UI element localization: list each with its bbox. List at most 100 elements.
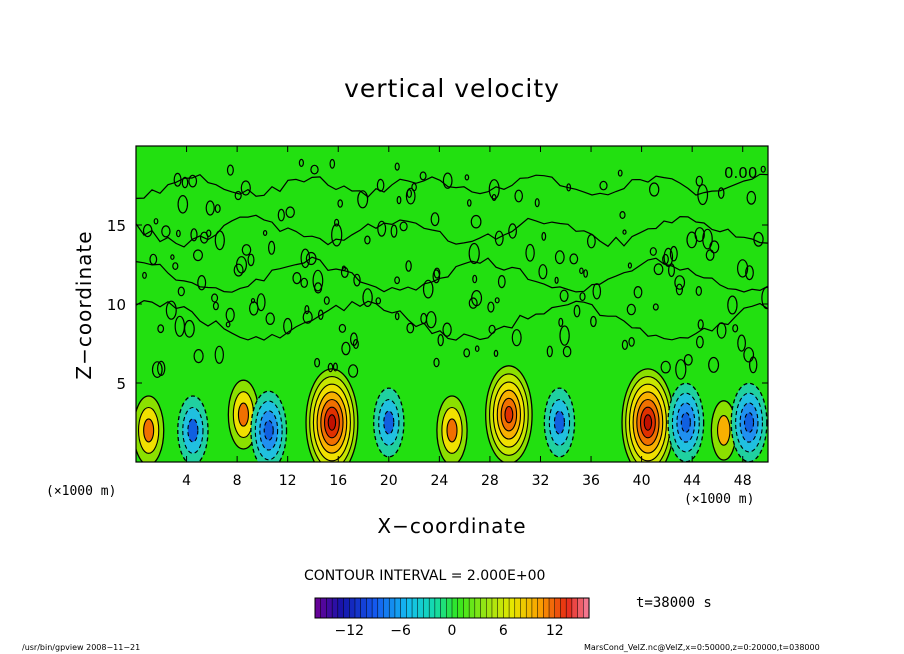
x-tick-label: 4 bbox=[182, 473, 191, 489]
colorbar-swatch bbox=[417, 597, 425, 619]
contour-level bbox=[504, 405, 514, 424]
colorbar-swatch bbox=[565, 597, 573, 619]
small-contour bbox=[225, 321, 231, 328]
small-contour bbox=[491, 194, 497, 202]
colorbar-swatch bbox=[320, 597, 327, 619]
small-contour bbox=[627, 262, 633, 269]
small-contour bbox=[350, 332, 358, 346]
small-contour bbox=[394, 276, 401, 285]
x-unit-label-left: (×1000 m) bbox=[46, 484, 117, 499]
small-contour bbox=[338, 323, 347, 333]
convective-cell bbox=[543, 387, 576, 458]
chart-title: vertical velocity bbox=[344, 74, 560, 103]
small-contour bbox=[695, 286, 703, 297]
small-contour bbox=[628, 337, 635, 347]
small-contour bbox=[327, 362, 334, 373]
small-contour bbox=[183, 319, 195, 338]
small-contour bbox=[760, 165, 766, 173]
colorbar-swatch bbox=[366, 597, 373, 619]
small-contour bbox=[749, 356, 758, 374]
small-contour bbox=[493, 349, 499, 357]
small-contour bbox=[165, 300, 177, 320]
small-contour bbox=[653, 263, 664, 276]
convective-cell bbox=[177, 395, 209, 462]
small-contour bbox=[250, 298, 256, 304]
small-contour bbox=[705, 249, 715, 261]
small-contour bbox=[562, 345, 572, 358]
small-contour bbox=[214, 345, 224, 364]
small-contour bbox=[554, 250, 565, 265]
colorbar-swatch bbox=[514, 597, 522, 619]
small-contour bbox=[406, 189, 412, 199]
small-contour bbox=[541, 231, 547, 241]
small-contour bbox=[559, 289, 569, 302]
small-contour bbox=[205, 229, 212, 238]
colorbar-swatch bbox=[400, 597, 407, 619]
small-contour bbox=[468, 297, 478, 309]
colorbar-tick-label: −6 bbox=[390, 623, 411, 639]
small-contour bbox=[157, 324, 165, 334]
colorbar-swatch bbox=[468, 597, 476, 619]
contour-level bbox=[643, 414, 653, 431]
small-contour bbox=[538, 264, 548, 280]
x-axis-label: X−coordinate bbox=[377, 514, 527, 538]
small-contour bbox=[337, 199, 344, 208]
colorbar-swatch bbox=[360, 597, 367, 619]
colorbar-swatch bbox=[525, 597, 533, 619]
small-contour bbox=[292, 272, 302, 285]
small-contour bbox=[633, 286, 643, 299]
small-contour bbox=[579, 292, 586, 302]
convective-cell bbox=[730, 382, 768, 462]
small-contour bbox=[256, 293, 266, 312]
small-contour bbox=[334, 218, 340, 227]
x-tick-label: 8 bbox=[233, 473, 242, 489]
small-contour bbox=[298, 158, 304, 167]
colorbar-swatch bbox=[354, 597, 362, 619]
colorbar-swatch bbox=[428, 597, 436, 619]
small-contour bbox=[181, 176, 189, 189]
small-contour bbox=[697, 319, 704, 330]
small-contour bbox=[709, 240, 720, 254]
small-contour bbox=[177, 195, 189, 214]
convective-cell bbox=[485, 365, 533, 462]
x-tick-label: 48 bbox=[734, 473, 752, 489]
contour-level bbox=[553, 410, 565, 435]
small-contour bbox=[331, 223, 343, 247]
colorbar-swatch bbox=[480, 597, 487, 619]
small-contour bbox=[472, 274, 478, 284]
contour-level bbox=[743, 412, 755, 433]
colorbar-swatch bbox=[491, 597, 499, 619]
convective-cell bbox=[305, 368, 359, 462]
contour-interval-label: CONTOUR INTERVAL = 2.000E+00 bbox=[304, 568, 546, 584]
colorbar-swatch bbox=[560, 597, 567, 619]
small-contour bbox=[153, 218, 159, 225]
colorbar-swatch bbox=[434, 597, 442, 619]
y-axis-label: Z−coordinate bbox=[72, 230, 96, 380]
small-contour bbox=[743, 347, 755, 363]
small-contour bbox=[463, 348, 471, 358]
colorbar-swatch bbox=[388, 597, 396, 619]
colorbar-swatch bbox=[411, 597, 419, 619]
colorbar-swatch bbox=[446, 597, 453, 619]
small-contour bbox=[745, 265, 754, 281]
small-contour bbox=[225, 307, 235, 323]
small-contour bbox=[193, 249, 204, 262]
small-contour bbox=[464, 174, 470, 181]
small-contour bbox=[558, 317, 564, 328]
colorbar-swatch bbox=[520, 597, 527, 619]
small-contour bbox=[247, 253, 255, 267]
contour-zero-label: 0.00 bbox=[724, 164, 757, 182]
small-contour bbox=[377, 220, 387, 237]
colorbar-swatch bbox=[537, 597, 544, 619]
colorbar-swatch bbox=[497, 597, 504, 619]
small-contour bbox=[619, 211, 626, 220]
small-contour bbox=[375, 297, 382, 305]
contour-level bbox=[143, 418, 155, 443]
colorbar-tick-label: −12 bbox=[334, 623, 364, 639]
colorbar-tick-label: 12 bbox=[546, 623, 564, 639]
colorbar-swatch bbox=[451, 597, 459, 619]
convective-cell bbox=[710, 400, 737, 461]
small-contour bbox=[348, 364, 359, 378]
colorbar-swatch bbox=[577, 597, 584, 619]
